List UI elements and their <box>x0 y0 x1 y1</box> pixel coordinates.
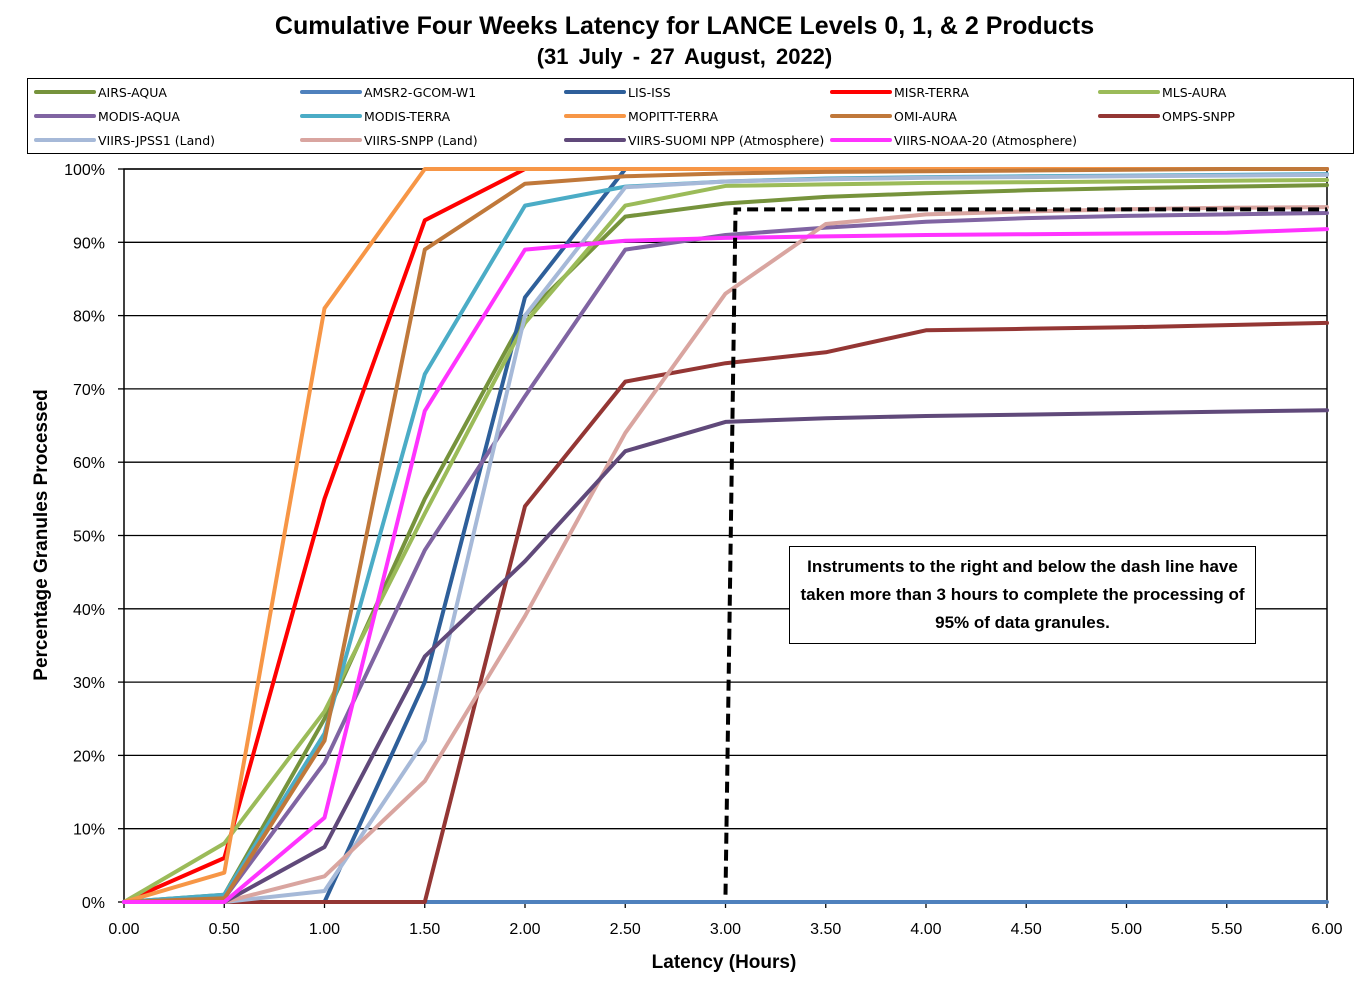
legend-label: VIIRS-SUOMI NPP (Atmosphere) <box>628 132 825 148</box>
threshold-dash-line <box>723 207 1327 895</box>
legend-label: VIIRS-JPSS1 (Land) <box>98 132 216 148</box>
y-tick-label: 100% <box>64 162 105 179</box>
legend-swatch <box>564 114 626 118</box>
legend-swatch <box>1098 90 1160 94</box>
x-tick-label: 1.50 <box>409 921 440 938</box>
legend-item-mls-aura: MLS-AURA <box>1098 83 1226 101</box>
legend-swatch <box>34 90 96 94</box>
legend-item-viirs-noaa-20-atmosphere: VIIRS-NOAA-20 (Atmosphere) <box>830 131 1077 149</box>
legend-label: OMPS-SNPP <box>1162 108 1235 124</box>
legend-swatch <box>830 114 892 118</box>
series-line-modis-aqua <box>122 211 1329 904</box>
legend-label: MODIS-TERRA <box>364 108 451 124</box>
legend-item-airs-aqua: AIRS-AQUA <box>34 83 167 101</box>
legend-label: MISR-TERRA <box>894 84 969 100</box>
x-axis-title: Latency (Hours) <box>652 952 797 973</box>
series-line-viirs-noaa-20-atmosphere <box>122 227 1329 904</box>
y-tick-label: 50% <box>73 529 105 546</box>
x-tick-label: 0.00 <box>108 921 139 938</box>
legend-label: VIIRS-NOAA-20 (Atmosphere) <box>894 132 1078 148</box>
legend-item-modis-aqua: MODIS-AQUA <box>34 107 180 125</box>
annotation-box: Instruments to the right and below the d… <box>789 546 1256 644</box>
legend-item-mopitt-terra: MOPITT-TERRA <box>564 107 718 125</box>
y-tick-label: 70% <box>73 382 105 399</box>
legend-item-lis-iss: LIS-ISS <box>564 83 671 101</box>
x-tick-label: 5.50 <box>1211 921 1242 938</box>
series-line-mls-aura <box>122 178 1329 904</box>
legend-label: MOPITT-TERRA <box>628 108 719 124</box>
x-tick-label: 3.50 <box>810 921 841 938</box>
legend-swatch <box>1098 114 1160 118</box>
legend-label: MLS-AURA <box>1162 84 1227 100</box>
y-tick-label: 30% <box>73 675 105 692</box>
y-tick-label: 10% <box>73 822 105 839</box>
y-axis-title: Percentage Granules Processed <box>31 389 52 680</box>
x-tick-label: 0.50 <box>209 921 240 938</box>
legend-item-omps-snpp: OMPS-SNPP <box>1098 107 1235 125</box>
legend-swatch <box>564 90 626 94</box>
series-lines <box>122 167 1329 904</box>
series-line-viirs-jpss1-land <box>122 172 1329 904</box>
legend-label: OMI-AURA <box>894 108 957 124</box>
legend-item-misr-terra: MISR-TERRA <box>830 83 969 101</box>
x-tick-label: 1.00 <box>309 921 340 938</box>
legend-item-amsr2-gcom-w1: AMSR2-GCOM-W1 <box>300 83 476 101</box>
y-tick-label: 80% <box>73 309 105 326</box>
x-tick-label: 2.00 <box>509 921 540 938</box>
y-tick-label: 20% <box>73 748 105 765</box>
legend-swatch <box>300 114 362 118</box>
chart-legend: AIRS-AQUA AMSR2-GCOM-W1 LIS-ISS MISR-TERRA M… <box>27 78 1354 154</box>
series-line-viirs-suomi-npp-atmosphere <box>122 408 1329 904</box>
threshold-polyline <box>723 207 1327 895</box>
legend-label: AMSR2-GCOM-W1 <box>364 84 477 100</box>
legend-swatch <box>34 114 96 118</box>
legend-item-omi-aura: OMI-AURA <box>830 107 957 125</box>
series-line-omps-snpp <box>122 320 1329 904</box>
legend-item-viirs-jpss1-land: VIIRS-JPSS1 (Land) <box>34 131 215 149</box>
y-tick-label: 40% <box>73 602 105 619</box>
legend-swatch <box>300 138 362 142</box>
legend-item-viirs-snpp-land: VIIRS-SNPP (Land) <box>300 131 478 149</box>
legend-label: VIIRS-SNPP (Land) <box>364 132 478 148</box>
series-line-omi-aura <box>122 167 1329 904</box>
x-tick-label: 6.00 <box>1311 921 1342 938</box>
annotation-text: Instruments to the right and below the d… <box>800 557 1245 632</box>
x-tick-label: 4.50 <box>1011 921 1042 938</box>
legend-swatch <box>300 90 362 94</box>
chart-title: Cumulative Four Weeks Latency for LANCE … <box>274 12 1095 40</box>
legend-label: MODIS-AQUA <box>98 108 180 124</box>
legend-item-modis-terra: MODIS-TERRA <box>300 107 450 125</box>
legend-swatch <box>34 138 96 142</box>
tick-labels: 0% 10% 20% 30% 40% 50% 60% 70% 80% 90% 100% 0.00 0.5… <box>64 162 1343 938</box>
x-tick-label: 2.50 <box>610 921 641 938</box>
y-tick-label: 60% <box>73 455 105 472</box>
x-tick-label: 4.00 <box>910 921 941 938</box>
legend-swatch <box>830 138 892 142</box>
legend-item-viirs-suomi-npp-atmosphere: VIIRS-SUOMI NPP (Atmosphere) <box>564 131 824 149</box>
chart-subtitle: (31 July - 27 August, 2022) <box>536 44 833 69</box>
legend-swatch <box>830 90 892 94</box>
legend-label: AIRS-AQUA <box>98 84 167 100</box>
series-line-airs-aqua <box>122 183 1329 904</box>
legend-swatch <box>564 138 626 142</box>
legend-label: LIS-ISS <box>628 84 671 100</box>
x-tick-label: 3.00 <box>710 921 741 938</box>
x-tick-label: 5.00 <box>1111 921 1142 938</box>
y-tick-label: 90% <box>73 235 105 252</box>
y-tick-label: 0% <box>82 895 105 912</box>
